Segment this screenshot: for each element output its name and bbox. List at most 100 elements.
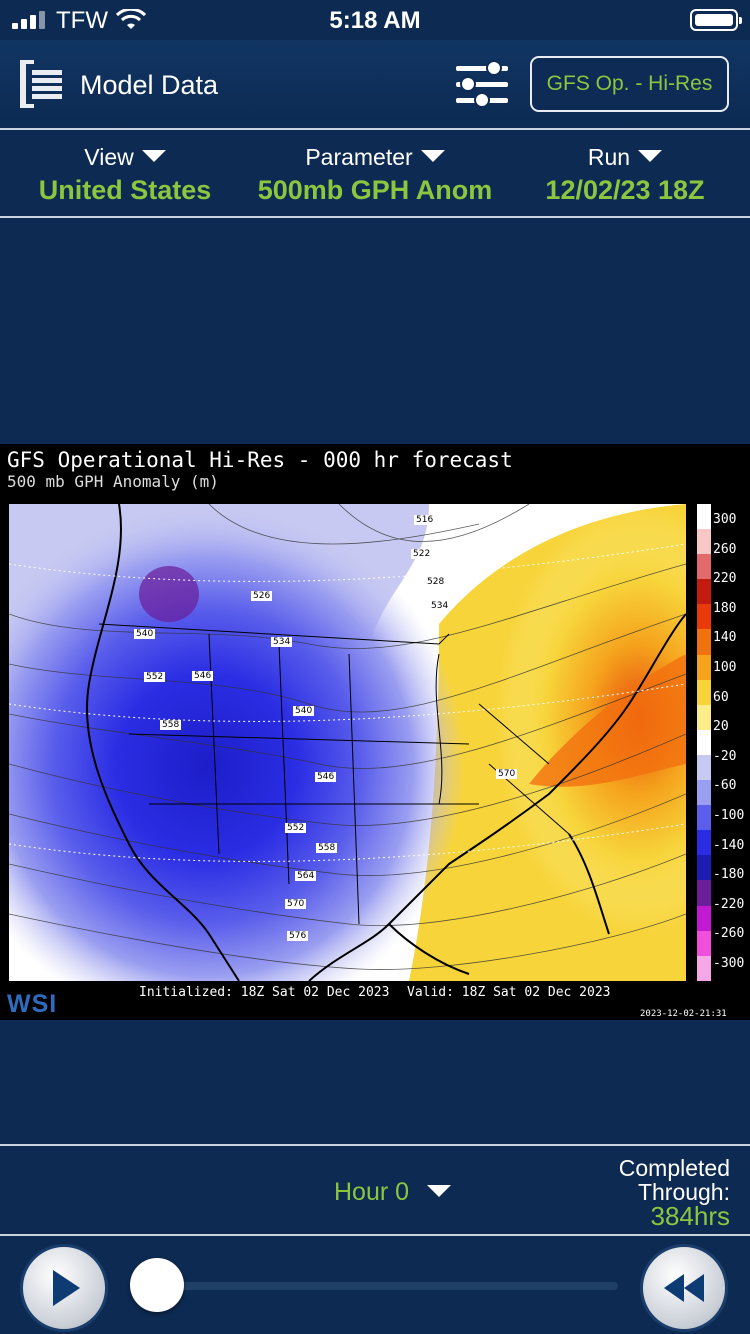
run-selector[interactable]: Run 12/02/23 18Z — [525, 144, 725, 206]
legend-swatch — [697, 579, 711, 605]
top-header: Model Data GFS Op. - Hi-Res — [0, 40, 750, 130]
legend-ticks: 300 260 220 180 140 100 60 20 -20 -60 -100 -140 -180… — [713, 504, 750, 981]
legend-swatch — [697, 504, 711, 530]
legend-tick-label: -60 — [713, 778, 737, 794]
contour-label: 516 — [414, 515, 436, 525]
caret-down-icon — [420, 150, 445, 162]
timeline-track[interactable] — [156, 1282, 618, 1290]
contour-label: 558 — [316, 843, 338, 853]
hour-value: Hour 0 — [334, 1178, 410, 1206]
parameter-value: 500mb GPH Anom — [257, 175, 493, 205]
legend-swatch — [697, 955, 711, 981]
anomaly-map — [9, 504, 686, 981]
legend-tick-label: 180 — [713, 600, 737, 616]
caret-down-icon — [141, 150, 166, 162]
view-value: United States — [38, 175, 212, 205]
hour-selector[interactable]: Hour 0 — [334, 1178, 452, 1207]
contour-label: 558 — [160, 720, 182, 730]
carrier-name: TFW — [56, 7, 108, 34]
timestamp-text: 2023-12-02-21:31 — [640, 1009, 727, 1019]
wsi-logo: WSI — [7, 990, 58, 1018]
signal-icon — [12, 11, 48, 29]
play-button[interactable] — [20, 1244, 108, 1332]
legend-tick-label: -180 — [713, 867, 745, 883]
timeline-thumb[interactable] — [130, 1258, 184, 1312]
view-selector[interactable]: View United States — [25, 144, 225, 206]
parameter-label: Parameter — [250, 144, 500, 171]
legend-tick-label: -300 — [713, 956, 745, 971]
legend-tick-label: 260 — [713, 541, 737, 557]
legend-swatch — [697, 930, 711, 956]
contour-label: 546 — [192, 671, 214, 681]
map-subtitle: 500 mb GPH Anomaly (m) — [7, 472, 219, 491]
contour-label: 534 — [271, 637, 293, 647]
caret-down-icon — [638, 150, 663, 162]
legend-tick-label: 140 — [713, 630, 737, 646]
wifi-icon — [116, 9, 146, 29]
parameter-selector[interactable]: Parameter 500mb GPH Anom — [250, 144, 500, 206]
run-label: Run — [525, 144, 725, 171]
completed-through: Completed Through: 384hrs — [618, 1155, 731, 1231]
legend-tick-label: 100 — [713, 660, 737, 675]
page-title: Model Data — [80, 70, 219, 100]
legend-swatch — [697, 704, 711, 730]
completed-label: Completed — [618, 1155, 730, 1181]
legend-swatch — [697, 729, 711, 755]
legend-tick-label: 20 — [713, 719, 729, 735]
legend-tick-label: 300 — [713, 512, 737, 527]
contour-label: 576 — [287, 931, 309, 941]
contour-label: 540 — [293, 706, 315, 716]
legend-tick-label: -20 — [713, 748, 737, 764]
legend-swatch — [697, 905, 711, 931]
run-value: 12/02/23 18Z — [545, 175, 705, 205]
caret-down-icon — [427, 1185, 452, 1197]
model-select-button[interactable]: GFS Op. - Hi-Res — [530, 56, 729, 112]
legend-tick-label: -220 — [713, 896, 745, 912]
completed-hours: 384hrs — [650, 1201, 731, 1231]
legend-swatch — [697, 529, 711, 555]
hour-bar: Hour 0 Completed Through: 384hrs — [0, 1144, 750, 1236]
legend-swatch — [697, 830, 711, 856]
legend-tick-label: -140 — [713, 837, 745, 853]
legend-swatch — [697, 780, 711, 806]
view-label: View — [25, 144, 225, 171]
map-title: GFS Operational Hi-Res - 000 hr forecast — [7, 448, 513, 472]
battery-icon — [690, 9, 742, 31]
contour-label: 552 — [285, 823, 307, 833]
settings-sliders-icon[interactable] — [452, 58, 512, 112]
playback-controls — [0, 1238, 750, 1334]
legend-swatch — [697, 855, 711, 881]
legend-tick-label: -260 — [713, 926, 745, 942]
legend-swatch — [697, 629, 711, 655]
play-icon — [53, 1270, 80, 1306]
legend-tick-label: -100 — [713, 808, 745, 823]
model-map-image[interactable]: GFS Operational Hi-Res - 000 hr forecast… — [0, 444, 750, 1020]
legend-swatch — [697, 679, 711, 705]
legend-swatch — [697, 604, 711, 630]
contour-label: 528 — [425, 577, 447, 587]
selector-bar: View United States Parameter 500mb GPH A… — [0, 132, 750, 218]
legend-swatch — [697, 554, 711, 580]
contour-label: 526 — [251, 591, 273, 601]
contour-label: 522 — [411, 549, 433, 559]
legend-tick-label: 60 — [713, 689, 729, 705]
contour-label: 540 — [134, 629, 156, 639]
contour-label: 546 — [315, 772, 337, 782]
contour-label: 534 — [429, 601, 451, 611]
contour-label: 570 — [496, 769, 518, 779]
legend-swatch — [697, 754, 711, 781]
rewind-icon — [664, 1274, 704, 1302]
contour-label: 552 — [144, 672, 166, 682]
legend-swatch — [697, 880, 711, 906]
menu-icon[interactable] — [18, 58, 64, 110]
clock: 5:18 AM — [329, 7, 421, 34]
contour-label: 564 — [295, 871, 317, 881]
initialized-text: Initialized: 18Z Sat 02 Dec 2023 — [139, 985, 390, 1000]
legend-swatch — [697, 654, 711, 680]
legend-tick-label: 220 — [713, 571, 737, 587]
valid-text: Valid: 18Z Sat 02 Dec 2023 — [407, 985, 611, 1000]
through-label: Through: — [637, 1179, 730, 1205]
status-bar: TFW 5:18 AM — [0, 0, 750, 40]
rewind-button[interactable] — [640, 1244, 728, 1332]
